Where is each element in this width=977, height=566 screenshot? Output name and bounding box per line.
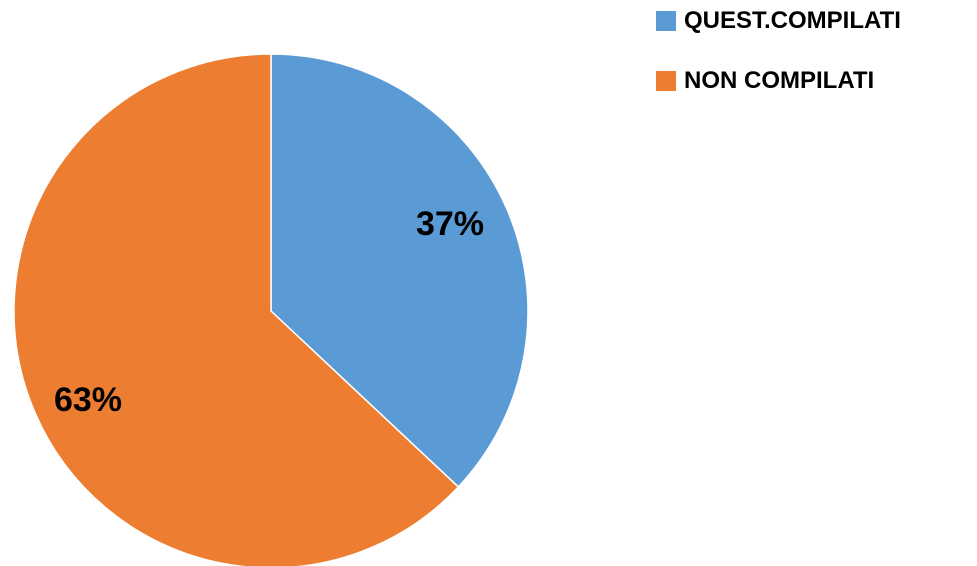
legend-label-quest-compilati: QUEST.COMPILATI xyxy=(684,7,901,34)
legend-item-quest-compilati: QUEST.COMPILATI xyxy=(656,6,901,36)
legend-label-non-compilati: NON COMPILATI xyxy=(684,67,875,94)
data-label-non-compilati: 63% xyxy=(54,381,122,419)
pie-slices xyxy=(13,53,529,566)
pie-data-labels: 37% 63% xyxy=(54,205,484,419)
pie-slice-non-compilati xyxy=(13,53,460,566)
legend-swatch-non-compilati xyxy=(656,71,676,91)
data-label-quest-compilati: 37% xyxy=(416,205,484,243)
legend: QUEST.COMPILATI NON COMPILATI xyxy=(656,6,901,126)
pie-slice-quest-compilati xyxy=(270,53,529,488)
legend-swatch-quest-compilati xyxy=(656,11,676,31)
legend-item-non-compilati: NON COMPILATI xyxy=(656,66,901,96)
